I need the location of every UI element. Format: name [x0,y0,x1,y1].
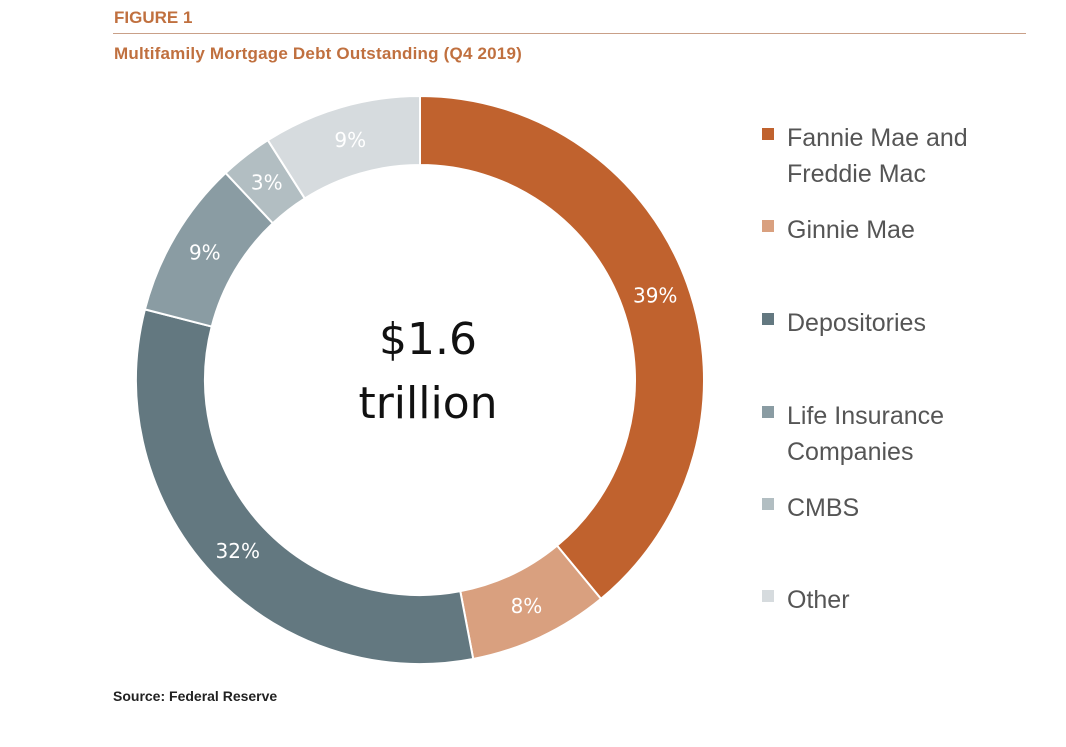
legend-label-line: Life Insurance [787,402,945,430]
legend-item: Fannie Mae and Freddie Mac [762,120,1022,192]
slice-label-3: 9% [189,241,221,265]
legend-swatch [762,128,774,140]
slice-2 [135,308,475,665]
legend-label-line: Companies [787,438,914,466]
legend-label-line: Freddie Mac [787,160,926,188]
title-rule [113,33,1026,34]
legend-swatch [762,406,774,418]
legend-label-line: Other [787,586,850,614]
legend-item: Life Insurance Companies [762,398,1022,470]
legend-label: Depositories [787,305,926,341]
legend-item: Other [762,582,1022,618]
center-label-line-2: trillion [358,378,497,429]
legend-label: Other [787,582,850,618]
center-label-line-1: $1.6 [379,314,477,365]
source-note: Source: Federal Reserve [113,688,278,704]
legend-label: CMBS [787,490,859,526]
legend-label: Fannie Mae and Freddie Mac [787,120,968,192]
legend-swatch [762,590,774,602]
legend-item: Ginnie Mae [762,212,1022,248]
legend-label: Ginnie Mae [787,212,915,248]
slice-label-0: 39% [633,283,677,307]
legend-swatch [762,220,774,232]
legend-label-line: Fannie Mae and [787,124,968,152]
legend-label: Life Insurance Companies [787,398,944,470]
slice-label-4: 3% [251,170,283,194]
slice-5 [266,94,421,200]
legend-swatch [762,498,774,510]
legend-item: CMBS [762,490,1022,526]
legend-label-line: CMBS [787,494,860,522]
slice-label-2: 32% [216,539,260,563]
slice-label-1: 8% [511,594,543,618]
legend-label-line: Ginnie Mae [787,216,915,244]
slice-0 [419,94,705,601]
figure-label: FIGURE 1 [114,8,193,27]
slice-label-5: 9% [334,128,366,152]
legend-swatch [762,313,774,325]
chart-title: Multifamily Mortgage Debt Outstanding (Q… [114,44,522,63]
legend-item: Depositories [762,305,1022,341]
legend-label-line: Depositories [787,309,926,337]
